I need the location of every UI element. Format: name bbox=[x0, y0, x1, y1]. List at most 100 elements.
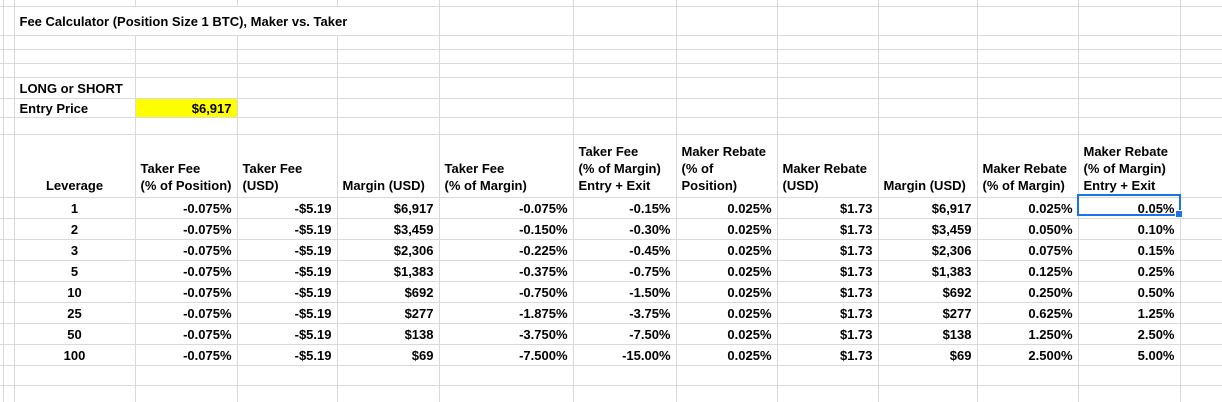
cell-row3-col7[interactable]: $1.73 bbox=[777, 260, 879, 282]
cell-row1-col5[interactable]: -0.30% bbox=[573, 218, 677, 240]
cell-row2-col6[interactable]: 0.025% bbox=[676, 239, 778, 261]
cell-row6-col9[interactable]: 1.250% bbox=[977, 323, 1079, 345]
cell-row4-col8[interactable]: $692 bbox=[878, 281, 978, 303]
cell-row7-col3[interactable]: $69 bbox=[337, 344, 440, 366]
cell-row5-col1[interactable]: -0.075% bbox=[135, 302, 238, 324]
cell-row4-col6[interactable]: 0.025% bbox=[676, 281, 778, 303]
cell-row7-col2[interactable]: -$5.19 bbox=[237, 344, 338, 366]
cell-row0-col5[interactable]: -0.15% bbox=[573, 197, 677, 219]
cell-row2-col5[interactable]: -0.45% bbox=[573, 239, 677, 261]
cell-row1-col1[interactable]: -0.075% bbox=[135, 218, 238, 240]
header-margin-usd-maker[interactable]: Margin (USD) bbox=[878, 134, 978, 198]
cell-row3-col9[interactable]: 0.125% bbox=[977, 260, 1079, 282]
cell-row6-col0[interactable]: 50 bbox=[14, 323, 136, 345]
cell-row5-col7[interactable]: $1.73 bbox=[777, 302, 879, 324]
cell-row4-col5[interactable]: -1.50% bbox=[573, 281, 677, 303]
cell-row3-col3[interactable]: $1,383 bbox=[337, 260, 440, 282]
header-taker-fee-pct-margin-entry-exit[interactable]: Taker Fee (% of Margin) Entry + Exit bbox=[573, 134, 677, 198]
cell-row6-col3[interactable]: $138 bbox=[337, 323, 440, 345]
sheet-title[interactable]: Fee Calculator (Position Size 1 BTC), Ma… bbox=[14, 6, 440, 36]
cell-row1-col0[interactable]: 2 bbox=[14, 218, 136, 240]
cell-row4-col10[interactable]: 0.50% bbox=[1078, 281, 1181, 303]
cell-row7-col9[interactable]: 2.500% bbox=[977, 344, 1079, 366]
cell-row0-col1[interactable]: -0.075% bbox=[135, 197, 238, 219]
cell-row6-col5[interactable]: -7.50% bbox=[573, 323, 677, 345]
cell-row5-col10[interactable]: 1.25% bbox=[1078, 302, 1181, 324]
fill-handle[interactable] bbox=[1175, 210, 1183, 218]
cell-row0-col4[interactable]: -0.075% bbox=[439, 197, 574, 219]
cell-row2-col0[interactable]: 3 bbox=[14, 239, 136, 261]
header-leverage[interactable]: Leverage bbox=[14, 134, 136, 198]
cell-row7-col4[interactable]: -7.500% bbox=[439, 344, 574, 366]
cell-row0-col0[interactable]: 1 bbox=[14, 197, 136, 219]
cell-row5-col2[interactable]: -$5.19 bbox=[237, 302, 338, 324]
cell-row1-col4[interactable]: -0.150% bbox=[439, 218, 574, 240]
cell-row1-col6[interactable]: 0.025% bbox=[676, 218, 778, 240]
cell-row1-col9[interactable]: 0.050% bbox=[977, 218, 1079, 240]
cell-row7-col10[interactable]: 5.00% bbox=[1078, 344, 1181, 366]
cell-row6-col6[interactable]: 0.025% bbox=[676, 323, 778, 345]
cell-row5-col4[interactable]: -1.875% bbox=[439, 302, 574, 324]
cell-row7-col7[interactable]: $1.73 bbox=[777, 344, 879, 366]
cell-row4-col9[interactable]: 0.250% bbox=[977, 281, 1079, 303]
cell-row1-col7[interactable]: $1.73 bbox=[777, 218, 879, 240]
cell-row6-col1[interactable]: -0.075% bbox=[135, 323, 238, 345]
cell-row0-col2[interactable]: -$5.19 bbox=[237, 197, 338, 219]
cell-row2-col9[interactable]: 0.075% bbox=[977, 239, 1079, 261]
long-or-short-label[interactable]: LONG or SHORT bbox=[14, 77, 136, 99]
cell-row0-col9[interactable]: 0.025% bbox=[977, 197, 1079, 219]
header-taker-fee-pct-position[interactable]: Taker Fee (% of Position) bbox=[135, 134, 238, 198]
cell-row2-col4[interactable]: -0.225% bbox=[439, 239, 574, 261]
cell-row3-col10[interactable]: 0.25% bbox=[1078, 260, 1181, 282]
cell-row4-col0[interactable]: 10 bbox=[14, 281, 136, 303]
cell-row5-col9[interactable]: 0.625% bbox=[977, 302, 1079, 324]
cell-row2-col10[interactable]: 0.15% bbox=[1078, 239, 1181, 261]
cell-row2-col7[interactable]: $1.73 bbox=[777, 239, 879, 261]
cell-row6-col2[interactable]: -$5.19 bbox=[237, 323, 338, 345]
cell-row0-col3[interactable]: $6,917 bbox=[337, 197, 440, 219]
cell-row3-col6[interactable]: 0.025% bbox=[676, 260, 778, 282]
cell-row3-col4[interactable]: -0.375% bbox=[439, 260, 574, 282]
header-taker-fee-pct-margin[interactable]: Taker Fee (% of Margin) bbox=[439, 134, 574, 198]
cell-row1-col3[interactable]: $3,459 bbox=[337, 218, 440, 240]
cell-row5-col3[interactable]: $277 bbox=[337, 302, 440, 324]
cell-row6-col7[interactable]: $1.73 bbox=[777, 323, 879, 345]
cell-row3-col2[interactable]: -$5.19 bbox=[237, 260, 338, 282]
header-maker-rebate-pct-margin[interactable]: Maker Rebate (% of Margin) bbox=[977, 134, 1079, 198]
cell-row4-col7[interactable]: $1.73 bbox=[777, 281, 879, 303]
cell-row7-col8[interactable]: $69 bbox=[878, 344, 978, 366]
entry-price-cell[interactable]: $6,917 bbox=[135, 98, 238, 118]
cell-row7-col6[interactable]: 0.025% bbox=[676, 344, 778, 366]
cell-row3-col5[interactable]: -0.75% bbox=[573, 260, 677, 282]
cell-row3-col0[interactable]: 5 bbox=[14, 260, 136, 282]
cell-row0-col10[interactable]: 0.05% bbox=[1078, 197, 1181, 219]
long-or-short-input-cell[interactable] bbox=[135, 77, 238, 99]
cell-row7-col5[interactable]: -15.00% bbox=[573, 344, 677, 366]
cell-row6-col8[interactable]: $138 bbox=[878, 323, 978, 345]
cell-row7-col1[interactable]: -0.075% bbox=[135, 344, 238, 366]
cell-row1-col2[interactable]: -$5.19 bbox=[237, 218, 338, 240]
cell-row2-col1[interactable]: -0.075% bbox=[135, 239, 238, 261]
cell-row1-col10[interactable]: 0.10% bbox=[1078, 218, 1181, 240]
cell-row2-col3[interactable]: $2,306 bbox=[337, 239, 440, 261]
cell-row2-col2[interactable]: -$5.19 bbox=[237, 239, 338, 261]
cell-row3-col8[interactable]: $1,383 bbox=[878, 260, 978, 282]
cell-row4-col3[interactable]: $692 bbox=[337, 281, 440, 303]
header-margin-usd-taker[interactable]: Margin (USD) bbox=[337, 134, 440, 198]
header-maker-rebate-usd[interactable]: Maker Rebate (USD) bbox=[777, 134, 879, 198]
header-taker-fee-usd[interactable]: Taker Fee (USD) bbox=[237, 134, 338, 198]
cell-row0-col7[interactable]: $1.73 bbox=[777, 197, 879, 219]
cell-row4-col2[interactable]: -$5.19 bbox=[237, 281, 338, 303]
cell-row4-col4[interactable]: -0.750% bbox=[439, 281, 574, 303]
cell-row5-col5[interactable]: -3.75% bbox=[573, 302, 677, 324]
cell-row6-col4[interactable]: -3.750% bbox=[439, 323, 574, 345]
selected-cell-outline[interactable] bbox=[1077, 194, 1183, 218]
cell-row5-col8[interactable]: $277 bbox=[878, 302, 978, 324]
entry-price-label[interactable]: Entry Price bbox=[14, 98, 136, 118]
cell-row1-col8[interactable]: $3,459 bbox=[878, 218, 978, 240]
cell-row5-col0[interactable]: 25 bbox=[14, 302, 136, 324]
cell-row5-col6[interactable]: 0.025% bbox=[676, 302, 778, 324]
cell-row7-col0[interactable]: 100 bbox=[14, 344, 136, 366]
cell-row3-col1[interactable]: -0.075% bbox=[135, 260, 238, 282]
cell-row2-col8[interactable]: $2,306 bbox=[878, 239, 978, 261]
